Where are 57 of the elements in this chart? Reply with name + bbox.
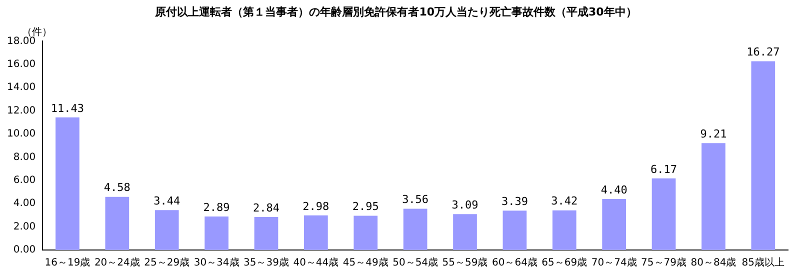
x-tick-label: 55～59歳 [442, 256, 488, 269]
x-tick-label: 16～19歳 [44, 256, 90, 269]
bar [105, 196, 130, 250]
bar [652, 178, 676, 250]
x-tick-label: 30～34歳 [194, 256, 240, 269]
data-label: 4.58 [104, 181, 130, 194]
y-tick-label: 18.00 [6, 36, 36, 47]
y-axis-title: （件） [22, 26, 52, 38]
bar [403, 208, 428, 250]
data-label: 2.89 [203, 200, 230, 214]
bar [453, 214, 477, 250]
bar [154, 210, 179, 250]
bar [204, 216, 228, 250]
x-tick-label: 45～49歳 [342, 256, 388, 269]
y-tick-label: 2.00 [13, 221, 36, 232]
y-tick-label: 14.00 [6, 82, 36, 94]
bar [702, 143, 726, 250]
x-tick-label: 85歳以上 [742, 256, 785, 269]
data-label: 2.95 [352, 200, 379, 214]
data-label: 11.43 [50, 102, 84, 115]
data-label: 3.44 [154, 194, 180, 208]
x-tick-label: 75～79歳 [641, 256, 686, 269]
x-tick-label: 80～84歳 [690, 256, 736, 269]
x-tick-label: 65～69歳 [542, 256, 588, 269]
data-label: 16.27 [746, 46, 780, 59]
chart-title: 原付以上運転者（第１当事者）の年齢層別免許保有者10万人当たり死亡事故件数（平成30年中） [154, 5, 637, 18]
x-tick-label: 35～39歳 [244, 256, 289, 269]
y-tick-label: 6.00 [13, 174, 36, 186]
x-tick-label: 25～29歳 [144, 256, 190, 269]
y-tick-label: 4.00 [13, 198, 36, 210]
x-tick-label: 60～64歳 [492, 256, 538, 269]
x-tick-label: 40～44歳 [293, 256, 339, 269]
bar [602, 198, 626, 250]
y-tick-label: 0.00 [13, 244, 36, 256]
y-tick-label: 8.00 [13, 152, 36, 163]
bar [552, 210, 576, 250]
bar [354, 216, 378, 250]
y-tick-label: 10.00 [6, 128, 36, 140]
y-tick-label: 12.00 [6, 105, 36, 116]
x-tick-label: 70～74歳 [591, 256, 637, 269]
bar [502, 210, 527, 250]
x-tick-label: 50～54歳 [392, 256, 438, 269]
data-label: 3.42 [551, 194, 578, 208]
bar [56, 117, 80, 250]
data-label: 2.98 [302, 200, 330, 213]
data-label: 3.09 [452, 198, 478, 212]
bar [254, 217, 278, 250]
data-label: 3.56 [402, 193, 429, 206]
bar [304, 215, 328, 250]
data-label: 2.84 [252, 201, 280, 214]
data-label: 4.40 [600, 183, 628, 196]
data-label: 9.21 [700, 128, 727, 141]
x-tick-label: 20～24歳 [94, 256, 140, 269]
y-tick-label: 16.00 [6, 58, 36, 70]
data-label: 3.39 [501, 195, 528, 208]
bar [751, 61, 776, 250]
data-label: 6.17 [650, 162, 678, 176]
